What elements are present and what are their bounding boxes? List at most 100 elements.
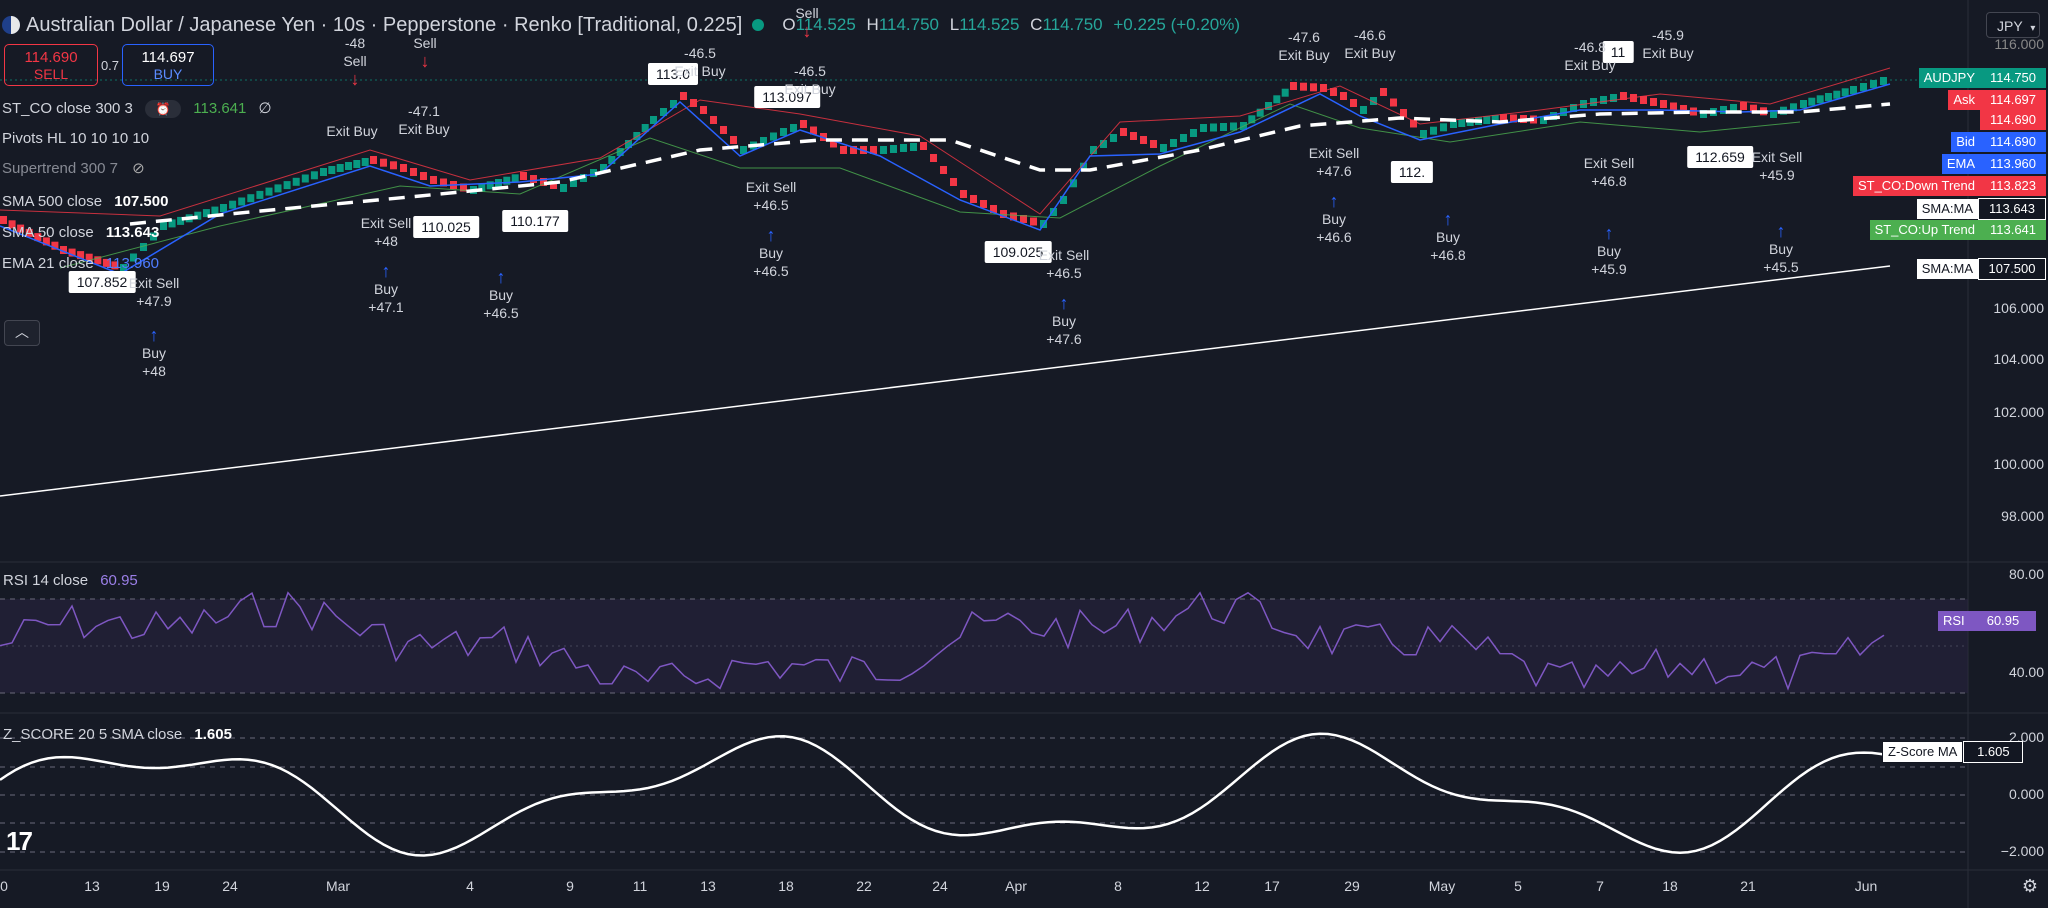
time-tick: 18 — [1662, 878, 1678, 894]
eye-off-icon[interactable]: ⊘ — [132, 160, 145, 177]
indicator-ema21[interactable]: EMA 21 close 113.960 — [2, 253, 159, 275]
renko-brick — [1680, 105, 1687, 113]
signal-buy: ↑ Buy +46.6 — [1316, 191, 1352, 245]
time-tick: 8 — [1114, 878, 1122, 894]
renko-brick — [220, 204, 227, 212]
zscore-line — [0, 732, 1889, 857]
indicator-label: SMA 50 close — [2, 224, 94, 241]
rsi-tag: RSI 60.95 — [1938, 611, 2036, 631]
renko-brick — [1841, 88, 1849, 97]
renko-brick — [1800, 100, 1807, 108]
price-tick: 100.000 — [1993, 456, 2044, 472]
renko-brick — [301, 174, 309, 183]
zscore-legend[interactable]: Z_SCORE 20 5 SMA close 1.605 — [3, 726, 232, 743]
renko-brick — [920, 142, 927, 150]
renko-brick — [800, 120, 807, 128]
renko-brick — [1020, 215, 1027, 223]
renko-brick — [1650, 98, 1657, 106]
renko-brick — [900, 144, 907, 152]
rsi-legend[interactable]: RSI 14 close 60.95 — [3, 572, 138, 589]
renko-brick — [710, 116, 717, 124]
sma500-line — [0, 265, 1891, 497]
renko-brick — [68, 248, 76, 257]
renko-brick — [670, 100, 677, 108]
signal-buy: ↑ Buy +47.6 — [1046, 293, 1082, 347]
sell-button[interactable]: 114.690 SELL — [4, 44, 98, 86]
renko-brick — [17, 224, 25, 233]
indicator-sma50[interactable]: SMA 50 close 113.643 — [2, 222, 159, 244]
zscore-value: 1.605 — [194, 726, 232, 743]
renko-brick — [310, 171, 318, 180]
price-tick: 102.000 — [1993, 404, 2044, 420]
renko-brick — [810, 126, 817, 135]
renko-brick — [77, 251, 85, 260]
currency-flag-icon — [2, 16, 20, 34]
signal-sell: -48 Sell ↓ — [343, 35, 367, 89]
price-tick: 104.000 — [1993, 351, 2044, 367]
pivot-label: 107.852 — [68, 271, 136, 293]
renko-brick — [520, 172, 527, 180]
renko-brick — [1310, 83, 1317, 92]
renko-brick — [202, 209, 210, 218]
ohlc-readout: O114.525 H114.750 L114.525 C114.750 +0.2… — [782, 15, 1241, 34]
symbol-header[interactable]: Australian Dollar / Japanese Yen · 10s ·… — [0, 10, 1240, 40]
time-tick: 19 — [154, 878, 170, 894]
renko-brick — [1150, 140, 1157, 148]
renko-brick — [890, 145, 897, 153]
indicator-supertrend[interactable]: Supertrend 300 7 ⊘ — [2, 158, 145, 180]
indicator-pivots[interactable]: Pivots HL 10 10 10 10 — [2, 128, 149, 150]
currency-select[interactable]: JPY ▾ — [1986, 12, 2040, 38]
rsi-tick: 80.00 — [2008, 566, 2044, 582]
renko-brick — [1700, 110, 1707, 118]
renko-brick — [700, 106, 707, 114]
arrow-up-icon: ↑ — [496, 267, 506, 287]
alert-icon[interactable]: ⏰ — [145, 100, 182, 119]
renko-brick — [42, 237, 50, 246]
time-tick: 13 — [84, 878, 100, 894]
renko-brick — [1450, 120, 1457, 128]
indicator-st-co[interactable]: ST_CO close 300 3 ⏰ 113.641 ∅ — [2, 98, 272, 120]
renko-brick — [608, 156, 616, 164]
renko-brick — [1130, 132, 1137, 140]
renko-brick — [633, 132, 641, 140]
renko-brick — [1640, 96, 1647, 104]
price-tag-ema: EMA 113.960 — [1941, 154, 2046, 174]
collapse-legend-button[interactable]: ︿ — [4, 320, 40, 346]
indicator-sma500[interactable]: SMA 500 close 107.500 — [2, 191, 168, 213]
rsi-value: 60.95 — [100, 572, 138, 589]
signal-exit-sell: Exit Sell +47.6 — [1308, 145, 1360, 179]
zscore-tag: Z-Score MA 1.605 — [1882, 741, 2024, 763]
renko-brick — [850, 146, 857, 154]
renko-brick — [60, 246, 67, 254]
renko-brick — [430, 176, 437, 184]
renko-brick — [1440, 123, 1447, 132]
time-tick: 21 — [1740, 878, 1756, 894]
renko-brick — [1720, 106, 1727, 114]
rsi-label: RSI 14 close — [3, 572, 89, 589]
renko-brick — [336, 164, 344, 172]
renko-brick — [1860, 83, 1867, 91]
tradingview-logo-icon[interactable]: 17 — [6, 826, 33, 856]
arrow-down-icon: ↓ — [350, 69, 360, 89]
renko-brick — [1825, 93, 1832, 101]
pivot-label: 112. — [1390, 161, 1434, 183]
symbol-title[interactable]: Australian Dollar / Japanese Yen · 10s ·… — [26, 13, 743, 36]
renko-brick — [486, 181, 494, 190]
renko-brick — [380, 158, 387, 167]
renko-brick — [1730, 104, 1737, 112]
renko-bricks — [0, 77, 1887, 272]
indicator-value: 113.641 — [193, 100, 247, 117]
price-tick: 98.000 — [2001, 508, 2044, 524]
spread-value: 0.7 — [100, 58, 120, 73]
arrow-up-icon: ↑ — [1776, 221, 1786, 241]
renko-brick — [830, 139, 837, 148]
gear-icon[interactable]: ⚙ — [2021, 876, 2038, 896]
buy-price: 114.697 — [141, 49, 195, 66]
renko-brick — [1248, 115, 1256, 124]
signal-exit-buy: -46.5 Exit Buy — [784, 63, 836, 97]
renko-brick — [1220, 123, 1227, 131]
time-tick: 9 — [566, 878, 574, 894]
buy-button[interactable]: 114.697 BUY — [122, 44, 214, 86]
renko-brick — [1390, 98, 1397, 107]
